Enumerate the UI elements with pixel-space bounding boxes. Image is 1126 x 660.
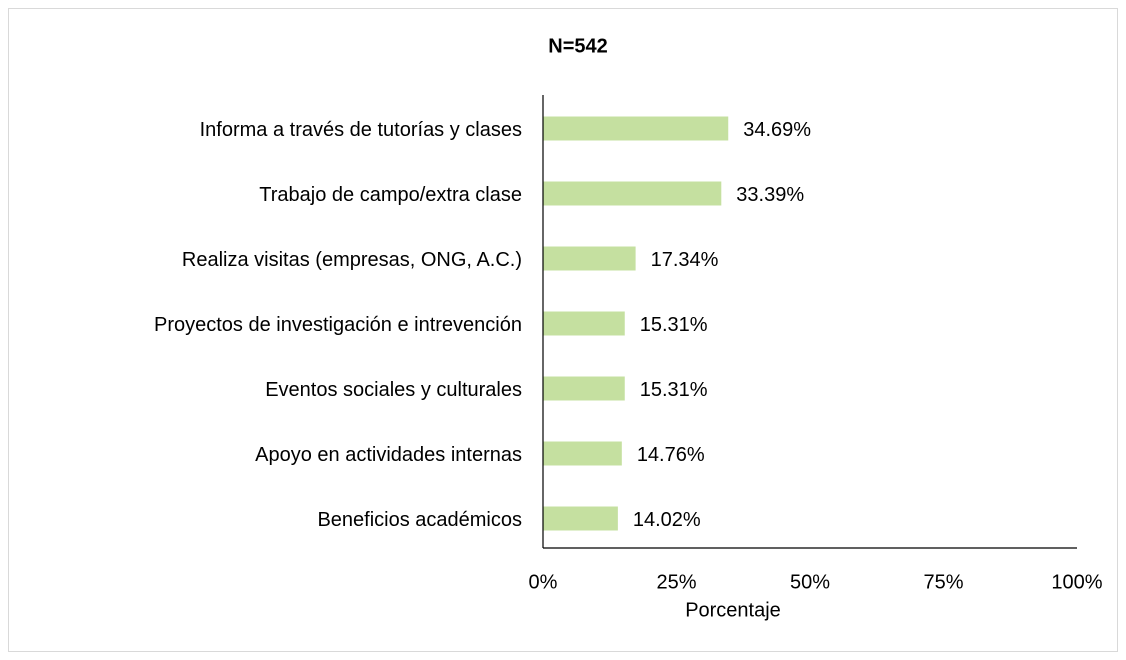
data-label: 15.31% bbox=[640, 379, 708, 401]
y-tick-label: Proyectos de investigación e intrevenció… bbox=[154, 314, 522, 336]
y-tick-label: Realiza visitas (empresas, ONG, A.C.) bbox=[182, 249, 522, 271]
chart-border bbox=[8, 8, 1118, 652]
data-label: 17.34% bbox=[651, 249, 719, 271]
bar bbox=[543, 376, 625, 401]
x-tick-label: 50% bbox=[790, 571, 830, 593]
data-label: 33.39% bbox=[736, 184, 804, 206]
y-tick-label: Trabajo de campo/extra clase bbox=[259, 184, 522, 206]
bar bbox=[543, 311, 625, 336]
x-axis-title: Porcentaje bbox=[685, 599, 781, 621]
x-tick-label: 75% bbox=[923, 571, 963, 593]
data-label: 14.02% bbox=[633, 509, 701, 531]
bar bbox=[543, 506, 618, 531]
bar bbox=[543, 441, 622, 466]
bar bbox=[543, 116, 729, 141]
data-label: 14.76% bbox=[637, 444, 705, 466]
bar bbox=[543, 246, 636, 271]
bar bbox=[543, 181, 722, 206]
y-tick-label: Eventos sociales y culturales bbox=[265, 379, 522, 401]
x-tick-label: 0% bbox=[529, 571, 558, 593]
data-label: 34.69% bbox=[743, 119, 811, 141]
y-tick-label: Beneficios académicos bbox=[317, 509, 522, 531]
x-tick-label: 100% bbox=[1051, 571, 1102, 593]
chart-title: N=542 bbox=[548, 35, 608, 57]
data-label: 15.31% bbox=[640, 314, 708, 336]
y-tick-label: Apoyo en actividades internas bbox=[255, 444, 522, 466]
x-tick-label: 25% bbox=[656, 571, 696, 593]
y-tick-label: Informa a través de tutorías y clases bbox=[200, 119, 522, 141]
